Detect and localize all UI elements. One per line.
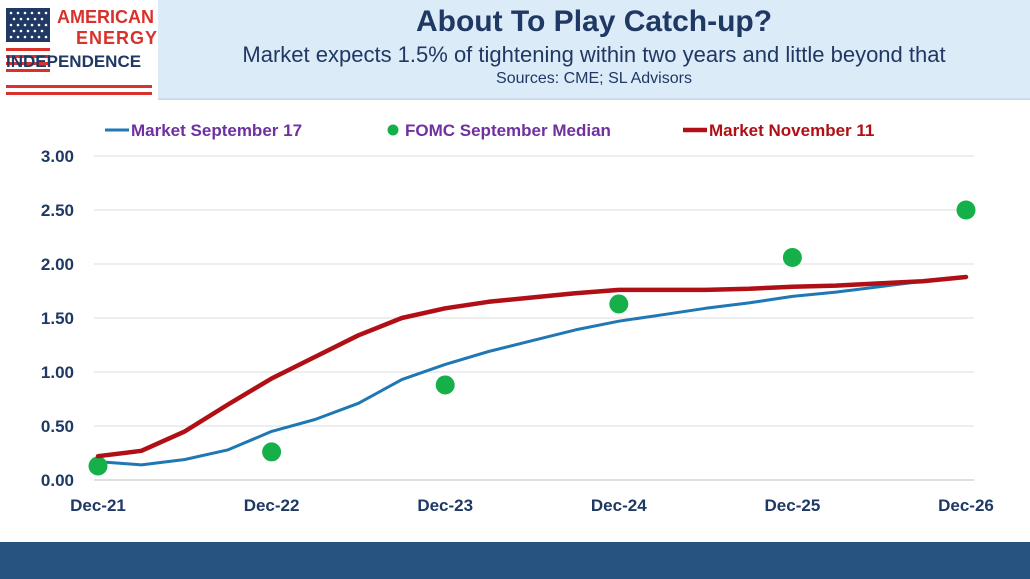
logo-line2: ENERGY — [76, 28, 158, 48]
x-tick-label: Dec-26 — [938, 496, 994, 515]
y-tick-label: 2.50 — [41, 201, 74, 220]
header-banner: About To Play Catch-up? Market expects 1… — [158, 0, 1030, 100]
legend-label: Market November 11 — [709, 121, 874, 140]
series-line-market-november-11 — [95, 274, 969, 459]
fomc-median-point — [262, 442, 282, 462]
y-axis-ticks: 0.00 0.50 1.00 1.50 2.00 2.50 3.00 — [41, 147, 74, 490]
legend-label: FOMC September Median — [405, 121, 611, 140]
x-tick-label: Dec-22 — [244, 496, 300, 515]
page-subtitle: Market expects 1.5% of tightening within… — [242, 42, 946, 67]
x-tick-label: Dec-24 — [591, 496, 647, 515]
gridlines — [94, 155, 974, 481]
y-tick-label: 2.00 — [41, 255, 74, 274]
flag-icon: AMERICAN ENERGY INDEPENDENCE — [6, 7, 158, 95]
legend: Market September 17 FOMC September Median… — [105, 121, 874, 140]
footer-bar — [0, 542, 1030, 579]
page-title: About To Play Catch-up? — [415, 5, 773, 38]
x-tick-label: Dec-21 — [70, 496, 126, 515]
rate-expectations-chart: 0.000.501.001.502.002.503.00 Dec-21 Dec-2… — [41, 121, 994, 515]
logo-line3: INDEPENDENCE — [6, 52, 141, 71]
fomc-median-point — [782, 248, 802, 268]
logo-line1: AMERICAN — [57, 7, 154, 27]
x-axis-ticks: Dec-21 Dec-22 Dec-23 Dec-24 Dec-25 Dec-26 — [70, 496, 994, 515]
fomc-median-point — [88, 456, 108, 476]
y-tick-label: 0.50 — [41, 417, 74, 436]
y-tick-label: 1.00 — [41, 363, 74, 382]
fomc-median-point — [956, 200, 976, 220]
x-tick-label: Dec-25 — [765, 496, 821, 515]
legend-dot-swatch — [387, 124, 399, 136]
legend-label: Market September 17 — [131, 121, 302, 140]
american-energy-independence-logo: AMERICAN ENERGY INDEPENDENCE — [0, 0, 158, 100]
series-line-market-september-17 — [96, 275, 968, 467]
fomc-median-point — [609, 294, 629, 314]
fomc-median-point — [435, 375, 455, 395]
y-tick-label: 1.50 — [41, 309, 74, 328]
y-tick-label: 0.00 — [41, 471, 74, 490]
sources-note: Sources: CME; SL Advisors — [496, 70, 692, 87]
series-layer — [88, 200, 976, 476]
y-tick-label: 3.00 — [41, 147, 74, 166]
x-tick-label: Dec-23 — [417, 496, 473, 515]
